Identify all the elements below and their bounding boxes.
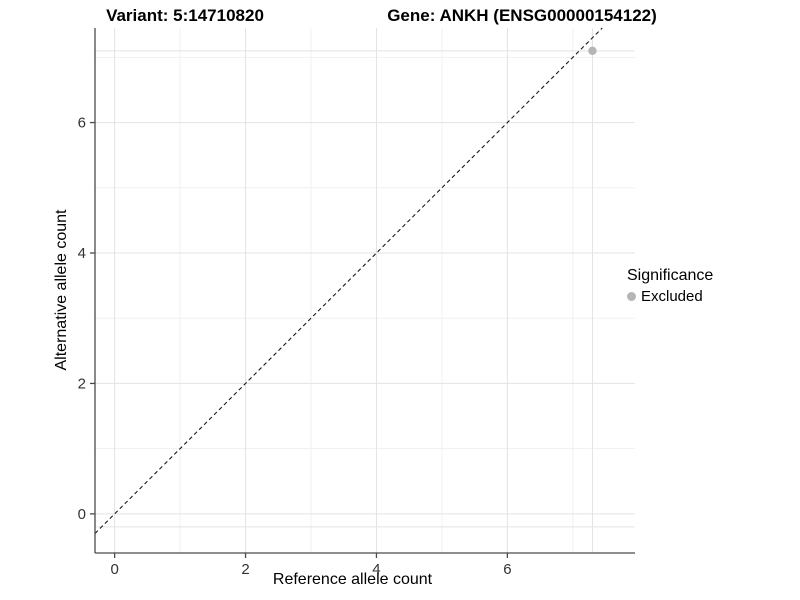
y-axis-title: Alternative allele count bbox=[53, 209, 70, 371]
x-axis-title: Reference allele count bbox=[272, 571, 433, 588]
x-tick-label: 4 bbox=[372, 561, 380, 578]
x-tick-label: 2 bbox=[241, 561, 249, 578]
legend: Significance Excluded bbox=[627, 267, 713, 305]
y-tick-label: 6 bbox=[78, 115, 86, 132]
y-tick-label: 0 bbox=[78, 506, 86, 523]
data-point-excluded bbox=[588, 46, 597, 56]
excluded-point-swatch-icon bbox=[627, 292, 636, 301]
plot-title-gene: Gene: ANKH (ENSG00000154122) bbox=[387, 6, 657, 25]
identity-line bbox=[94, 27, 603, 534]
x-tick-label: 6 bbox=[503, 561, 511, 578]
x-tick-label: 0 bbox=[110, 561, 118, 578]
legend-title: Significance bbox=[627, 267, 714, 284]
legend-item-label: Excluded bbox=[641, 288, 703, 305]
y-tick-label: 2 bbox=[78, 375, 86, 392]
y-tick-label: 4 bbox=[78, 245, 86, 262]
plot-title-variant: Variant: 5:14710820 bbox=[106, 6, 264, 25]
legend-item-excluded: Excluded bbox=[627, 288, 713, 305]
